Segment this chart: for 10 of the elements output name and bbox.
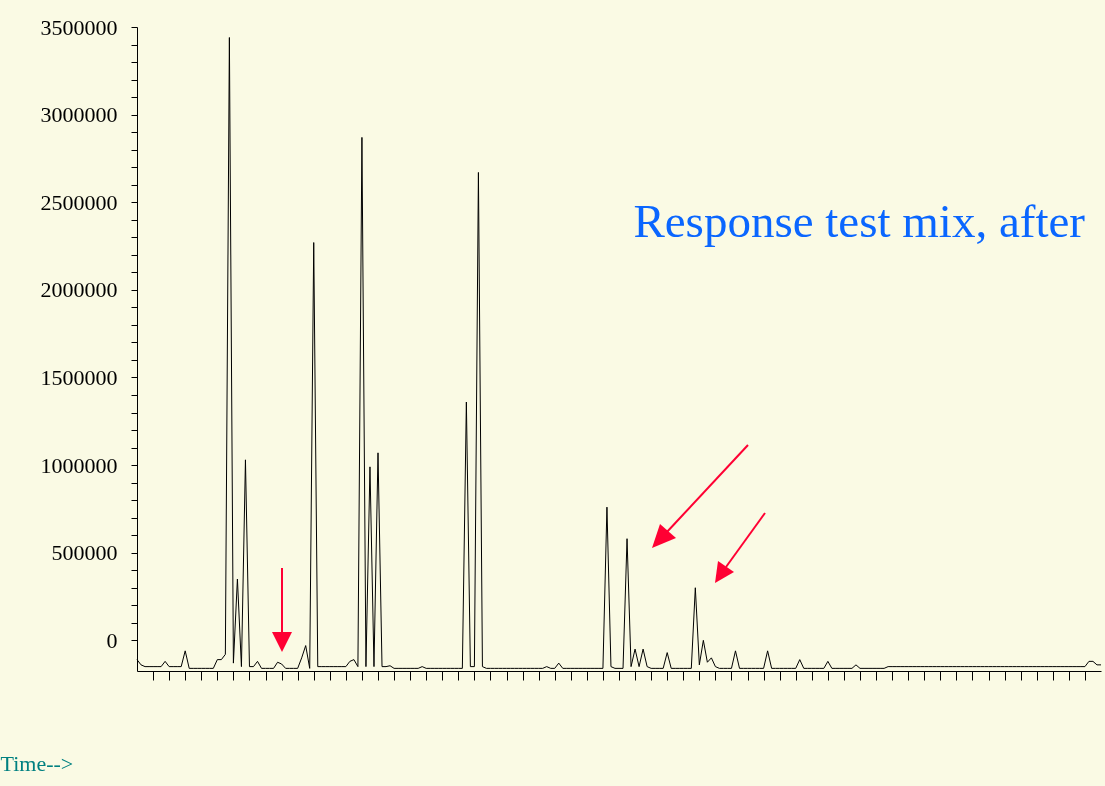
y-tick-label: 2000000	[40, 277, 118, 303]
annotation: Response test mix, after	[633, 195, 1086, 247]
y-tick-label: 0	[106, 627, 118, 653]
y-tick-label: 3000000	[40, 102, 118, 128]
y-tick-label: 2500000	[40, 189, 118, 215]
y-tick-label: 1500000	[40, 364, 118, 390]
x-axis-title: Time-->	[0, 750, 74, 776]
y-tick-label: 3500000	[40, 14, 118, 40]
y-tick-label: 500000	[51, 540, 118, 566]
y-tick-label: 1000000	[40, 452, 118, 478]
